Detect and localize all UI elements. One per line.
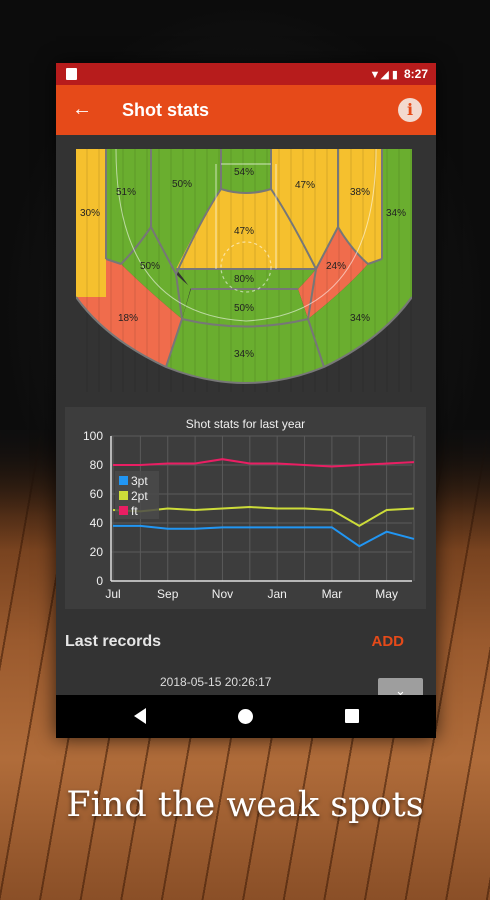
zone-label-left-wing-3: 51% (116, 187, 136, 198)
status-time: 8:27 (403, 67, 428, 81)
legend-label-2pt: 2pt (131, 489, 148, 503)
court-markings (115, 149, 377, 322)
zone-label-bottom-deep: 34% (234, 349, 254, 360)
x-tick-label: Jul (105, 587, 120, 601)
series-line-ft (113, 458, 415, 468)
status-bar: ▼◢ ▮ 8:27 (56, 63, 436, 85)
legend-swatch-3pt (119, 476, 128, 485)
series-line-3pt (113, 524, 415, 548)
zone-label-right-mid: 24% (326, 261, 346, 272)
notification-icon (66, 68, 77, 80)
nav-recent-icon[interactable] (345, 709, 359, 723)
y-tick-label: 0 (96, 574, 103, 588)
zone-label-restricted: 50% (234, 303, 254, 314)
zone-label-right-deep: 34% (350, 313, 370, 324)
page-title: Shot stats (122, 100, 210, 120)
chevron-down-icon[interactable]: ⌄ (378, 678, 423, 696)
y-tick-label: 20 (90, 545, 104, 559)
zone-label-right-center-3: 47% (295, 180, 315, 191)
legend-label-ft: ft (131, 504, 138, 518)
y-tick-label: 100 (83, 429, 103, 443)
chart-title: Shot stats for last year (186, 417, 305, 431)
app-bar: ← Shot stats i (56, 85, 436, 135)
nav-back-icon[interactable] (134, 708, 146, 724)
shot-court-map: 30% 51% 50% 54% 47% 38% 34% 47% 50% 24% … (76, 149, 412, 392)
x-tick-label: Nov (212, 587, 233, 601)
zone-label-free-throw: 80% (234, 274, 254, 285)
signal-battery-icons: ▼◢ ▮ (369, 69, 398, 81)
y-tick-label: 80 (90, 458, 104, 472)
add-button[interactable]: ADD (371, 633, 405, 650)
zone-label-left-deep: 18% (118, 313, 138, 324)
arrow-left-icon[interactable]: ← (72, 98, 92, 120)
nav-home-icon[interactable] (238, 709, 253, 724)
x-tick-label: Mar (322, 587, 343, 601)
legend-label-3pt: 3pt (131, 474, 148, 488)
legend-swatch-ft (119, 506, 128, 515)
navigation-bar (56, 695, 436, 738)
shot-stats-chart-card: Shot stats for last year 0 20 40 60 80 100 Jul S… (65, 407, 426, 609)
last-records-title: Last records (65, 633, 162, 650)
legend-swatch-2pt (119, 491, 128, 500)
zone-label-left-center-3: 50% (172, 179, 192, 190)
zone-label-paint: 47% (234, 226, 254, 237)
x-tick-label: Jan (268, 587, 287, 601)
record-timestamp: 2018-05-15 20:26:17 (160, 675, 272, 689)
phone-screen: ▼◢ ▮ 8:27 ← Shot stats i (56, 63, 436, 738)
x-tick-label: May (375, 587, 398, 601)
line-chart: Shot stats for last year 0 20 40 60 80 100 Jul S… (83, 417, 415, 601)
y-tick-label: 60 (90, 487, 104, 501)
y-tick-label: 40 (90, 516, 104, 530)
zone-label-left-corner: 30% (80, 208, 100, 219)
promo-tagline: Find the weak spots (66, 785, 424, 825)
court-lines (76, 149, 412, 384)
zone-label-right-corner: 34% (386, 208, 406, 219)
zone-label-right-wing-3: 38% (350, 187, 370, 198)
x-tick-label: Sep (157, 587, 179, 601)
zone-label-top-key: 54% (234, 167, 254, 178)
zone-label-left-mid: 50% (140, 261, 160, 272)
info-icon[interactable]: i (398, 98, 422, 122)
series-line-2pt (112, 506, 415, 528)
